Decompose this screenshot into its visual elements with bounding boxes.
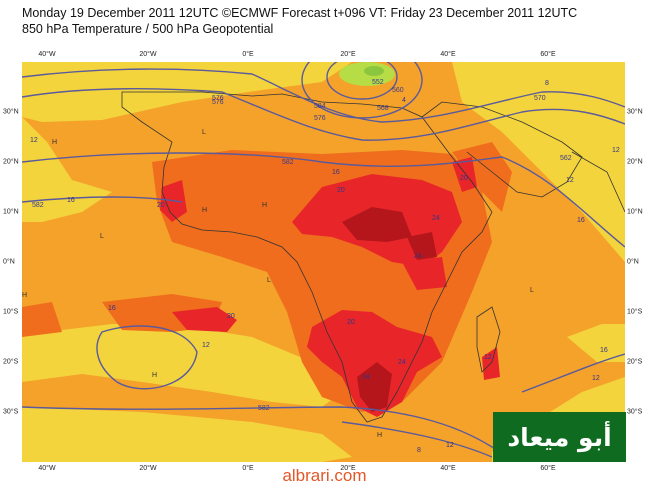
logo-text: أبو ميعاد [507, 422, 612, 452]
temperature-label: 16 [332, 169, 340, 176]
contour-label: 570 [534, 95, 546, 102]
lon-label: 60°E [540, 465, 556, 472]
lon-label: 40°E [440, 465, 456, 472]
lon-label: 20°E [340, 465, 356, 472]
lat-label: 10°S [627, 308, 643, 316]
temperature-label: 20 [460, 175, 468, 182]
contour-label: 560 [392, 87, 404, 94]
lat-label: 20°N [3, 158, 19, 166]
contour-label: 562 [560, 155, 572, 162]
lat-label: 30°N [627, 108, 643, 116]
temperature-label: 16 [600, 347, 608, 354]
lon-label: 40°W [38, 465, 56, 472]
temperature-label: 4 [402, 97, 406, 104]
temperature-label: 24 [414, 253, 422, 260]
lon-label: 20°W [139, 51, 157, 58]
contour-label: 582 [258, 405, 270, 412]
lon-label: 20°W [139, 465, 157, 472]
coastlines [121, 91, 625, 423]
contour-label: 582 [32, 202, 44, 209]
temperature-labels: 12 12 16 16 16 20 20 20 20 20 24 24 24 2… [30, 80, 620, 454]
lat-label: 30°S [627, 408, 643, 416]
temperature-label: 16 [67, 197, 75, 204]
temperature-label: 12 [202, 342, 210, 349]
temperature-label: 20 [347, 319, 355, 326]
lon-label: 60°E [540, 51, 556, 58]
contour-label: 584 [314, 103, 326, 110]
weather-map: 576 584 552 560 568 576 582 582 576 570 … [22, 62, 625, 462]
lat-label: 20°S [3, 358, 19, 366]
temperature-label: 20 [157, 202, 165, 209]
temperature-label: 8 [545, 80, 549, 87]
temperature-label: 12 [592, 375, 600, 382]
temperature-label: 16 [108, 305, 116, 312]
contour-label: 568 [377, 105, 389, 112]
contour-label: 576 [212, 95, 224, 102]
pressure-markers: H H H H H H L L L L [22, 129, 534, 439]
lon-label: 0°E [242, 51, 254, 58]
lat-label: 0°N [3, 258, 15, 266]
pressure-mark: H [262, 202, 267, 209]
hottest-cores [342, 207, 437, 412]
contour-label: 576 [212, 99, 224, 106]
temperature-label: 12 [446, 442, 454, 449]
temperature-label: 12 [484, 354, 492, 361]
temperature-label: 20 [337, 187, 345, 194]
pressure-mark: L [267, 277, 271, 284]
contour-labels: 576 584 552 560 568 576 582 582 576 570 … [32, 79, 572, 412]
lat-label: 20°N [627, 158, 643, 166]
forecast-subtitle: 850 hPa Temperature / 500 hPa Geopotenti… [22, 22, 274, 36]
pressure-mark: L [530, 287, 534, 294]
lon-label: 20°E [340, 51, 356, 58]
site-url: albrari.com [282, 466, 367, 485]
temperature-label: 24 [362, 374, 370, 381]
lon-label: 0°E [242, 465, 254, 472]
pressure-mark: L [202, 129, 206, 136]
lat-label: 10°N [3, 208, 19, 216]
contour-label: 552 [372, 79, 384, 86]
pressure-mark: L [100, 233, 104, 240]
temperature-label: 24 [432, 215, 440, 222]
temperature-label: 8 [417, 447, 421, 454]
contour-label: 576 [314, 115, 326, 122]
lat-label: 10°S [3, 308, 19, 316]
temperature-label: 12 [566, 177, 574, 184]
temperature-label: 16 [577, 217, 585, 224]
pressure-mark: H [152, 372, 157, 379]
lat-label: 10°N [627, 208, 643, 216]
site-logo: أبو ميعاد [493, 412, 626, 462]
pressure-mark: H [377, 432, 382, 439]
temperature-label: 20 [227, 313, 235, 320]
lat-label: 30°S [3, 408, 19, 416]
lon-label: 40°E [440, 51, 456, 58]
pressure-mark: H [22, 292, 27, 299]
lat-label: 20°S [627, 358, 643, 366]
pressure-mark: H [52, 139, 57, 146]
temperature-label: 12 [612, 147, 620, 154]
cold-core [339, 62, 395, 86]
lat-label: 30°N [3, 108, 19, 116]
pressure-mark: H [202, 207, 207, 214]
temperature-label: 12 [30, 137, 38, 144]
temperature-label: 24 [398, 359, 406, 366]
contour-label: 582 [282, 159, 294, 166]
lat-label: 0°N [627, 258, 639, 266]
forecast-title: Monday 19 December 2011 12UTC ©ECMWF For… [22, 6, 578, 20]
lon-label: 40°W [38, 51, 56, 58]
